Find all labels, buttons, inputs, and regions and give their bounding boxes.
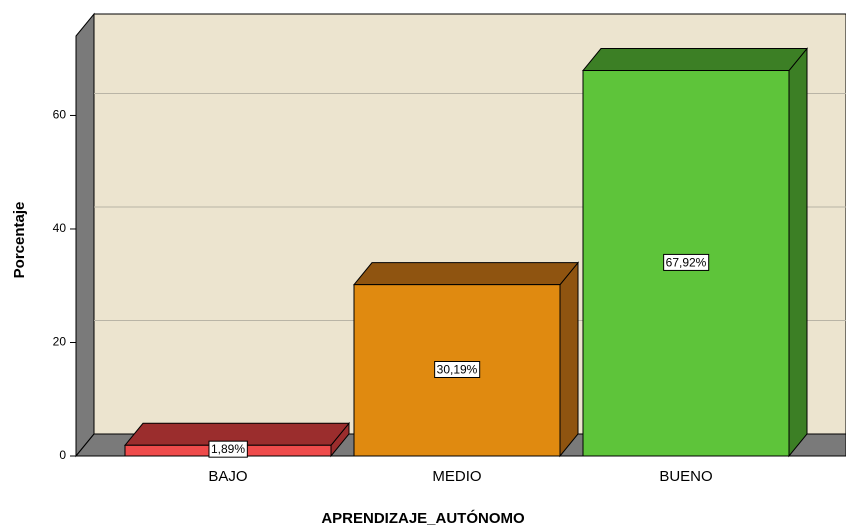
y-axis-title: Porcentaje xyxy=(11,202,28,279)
y-tick-label: 0 xyxy=(59,448,66,462)
y-tick-label: 20 xyxy=(53,335,67,349)
bar-top xyxy=(352,262,580,286)
data-label: 1,89% xyxy=(211,442,245,456)
bar-top xyxy=(581,48,809,72)
x-axis-title: APRENDIZAJE_AUTÓNOMO xyxy=(321,509,525,527)
bar-side xyxy=(559,261,579,458)
x-tick-label: MEDIO xyxy=(432,468,481,485)
bar-side xyxy=(788,47,808,458)
x-tick-label: BAJO xyxy=(208,468,247,485)
x-tick-label: BUENO xyxy=(659,468,712,485)
data-label: 67,92% xyxy=(666,255,707,269)
y-tick-label: 60 xyxy=(53,108,67,122)
data-label: 30,19% xyxy=(437,362,478,376)
data-label-box xyxy=(434,360,481,378)
data-label-box xyxy=(208,440,248,458)
y-tick-label: 40 xyxy=(53,221,67,235)
data-label-box xyxy=(663,253,710,271)
left-wall xyxy=(75,12,95,458)
